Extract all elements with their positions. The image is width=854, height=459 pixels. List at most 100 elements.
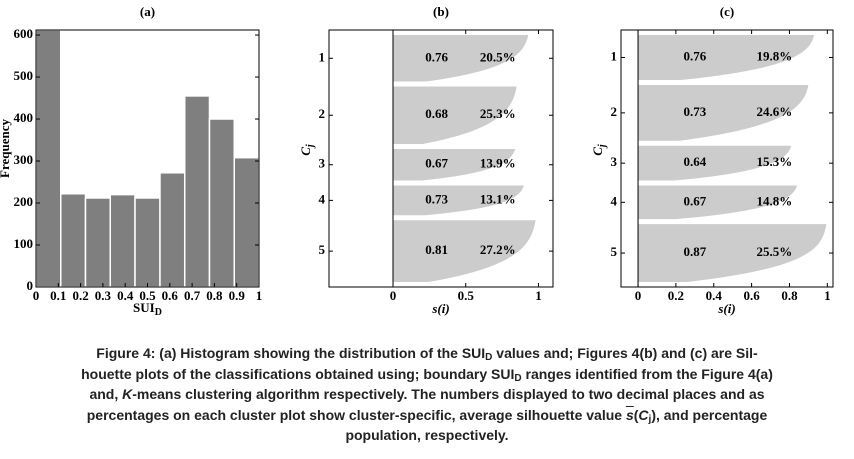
bar — [233, 156, 260, 288]
percent-label: 13.9% — [480, 156, 516, 171]
y-tick-label: 5 — [319, 242, 326, 257]
avg-label: 0.73 — [425, 191, 448, 206]
x-axis-label-text: SUI — [133, 300, 155, 315]
x-tick-label: 0.7 — [184, 288, 201, 303]
y-tick-label: 2 — [611, 104, 618, 119]
bar — [109, 193, 136, 288]
y-tick-label: 0 — [27, 278, 34, 293]
caption-text: percentages on each cluster plot show cl… — [86, 406, 626, 423]
x-axis-label: s(i) — [717, 301, 735, 316]
caption-text: Figure 4: (a) Histogram showing the dist… — [96, 345, 486, 361]
y-tick-label: 500 — [14, 68, 34, 83]
chart-title: (b) — [433, 4, 449, 19]
x-tick-label: 0 — [390, 288, 397, 303]
y-axis-label-sub: j — [305, 144, 316, 149]
x-axis-label: s(i) — [431, 301, 449, 316]
y-axis-label-text: C — [298, 147, 313, 156]
caption-text: K — [122, 386, 133, 402]
percent-label: 25.5% — [756, 244, 792, 259]
avg-label: 0.68 — [425, 106, 448, 121]
y-axis-label: Frequency — [0, 119, 12, 178]
silhouette — [638, 145, 792, 181]
x-tick-label: 1 — [535, 288, 542, 303]
silhouette — [638, 224, 827, 282]
y-tick-label: 600 — [14, 26, 34, 41]
x-tick-label: 0.1 — [50, 288, 66, 303]
plot-frame — [620, 29, 834, 288]
avg-label: 0.81 — [425, 242, 448, 257]
caption-text: ranges identified from the Figure 4(a) — [521, 365, 773, 382]
x-tick-label: 0.6 — [743, 288, 760, 303]
y-tick-label: 4 — [319, 191, 326, 206]
caption-text: D — [485, 352, 493, 363]
silhouette — [393, 185, 524, 216]
avg-label: 0.76 — [683, 48, 706, 63]
caption-text: houette plots of the classifications obt… — [81, 365, 515, 382]
bar — [208, 118, 235, 288]
percent-label: 20.5% — [480, 49, 516, 64]
caption-text: j — [648, 413, 652, 425]
caption-text: values and; Figures 4(b) and (c) are Sil… — [492, 345, 758, 361]
x-tick-label: 0.5 — [139, 288, 156, 303]
x-tick-label: 0.2 — [72, 288, 88, 303]
percent-label: 25.3% — [480, 106, 516, 121]
x-tick-label: 0.9 — [229, 288, 246, 303]
avg-label: 0.87 — [683, 244, 706, 259]
y-axis-label-text: C — [590, 147, 605, 156]
bar — [60, 193, 87, 288]
bar — [159, 172, 186, 288]
caption-text: ), and percentage — [651, 406, 768, 423]
x-tick-label: 1 — [824, 288, 831, 303]
y-axis-label: Cj — [590, 144, 608, 156]
avg-label: 0.73 — [683, 104, 706, 119]
percent-label: 27.2% — [480, 242, 516, 257]
bar — [35, 29, 62, 288]
y-axis-label-sub: j — [597, 144, 608, 149]
silhouette — [393, 86, 517, 144]
x-tick-label: 0.4 — [706, 288, 723, 303]
x-tick-label: 0.8 — [781, 288, 798, 303]
y-tick-label: 1 — [319, 49, 326, 64]
x-tick-label: 0 — [33, 288, 40, 303]
silhouette — [638, 185, 798, 220]
silhouette — [393, 220, 536, 282]
y-tick-label: 5 — [611, 244, 618, 259]
x-tick-label: 0.2 — [668, 288, 684, 303]
x-tick-label: 0 — [635, 288, 642, 303]
silhouette — [638, 35, 815, 80]
y-tick-label: 200 — [14, 194, 34, 209]
x-tick-label: 1 — [256, 288, 263, 303]
plot-frame — [35, 29, 260, 288]
percent-label: 24.6% — [756, 104, 792, 119]
x-axis-label: SUID — [133, 300, 162, 318]
caption-text: population, respectively. — [345, 427, 509, 443]
silhouette — [638, 84, 809, 141]
bar — [84, 197, 112, 288]
x-axis-label-sub: D — [155, 307, 162, 318]
x-tick-label: 0.5 — [458, 288, 475, 303]
avg-label: 0.67 — [683, 193, 706, 208]
caption: Figure 4: (a) Histogram showing the dist… — [0, 343, 854, 446]
y-tick-label: 100 — [14, 236, 34, 251]
x-tick-label: 0.6 — [162, 288, 179, 303]
percent-label: 14.8% — [756, 193, 792, 208]
percent-label: 15.3% — [756, 154, 792, 169]
caption-text: ( — [633, 406, 639, 423]
percent-label: 13.1% — [480, 191, 516, 206]
bar — [183, 95, 211, 288]
caption-text: s — [625, 406, 634, 423]
caption-text: D — [514, 372, 522, 384]
y-tick-label: 1 — [611, 48, 618, 63]
x-tick-label: 0.3 — [95, 288, 112, 303]
y-tick-label: 3 — [611, 154, 618, 169]
percent-label: 19.8% — [756, 48, 792, 63]
y-axis-label: Cj — [298, 144, 316, 156]
caption-text: -means clustering algorithm respectively… — [132, 386, 765, 402]
avg-label: 0.64 — [683, 154, 706, 169]
y-tick-label: 3 — [319, 156, 326, 171]
caption-text: and, — [89, 386, 123, 402]
silhouette — [393, 148, 516, 181]
avg-label: 0.76 — [425, 49, 448, 64]
